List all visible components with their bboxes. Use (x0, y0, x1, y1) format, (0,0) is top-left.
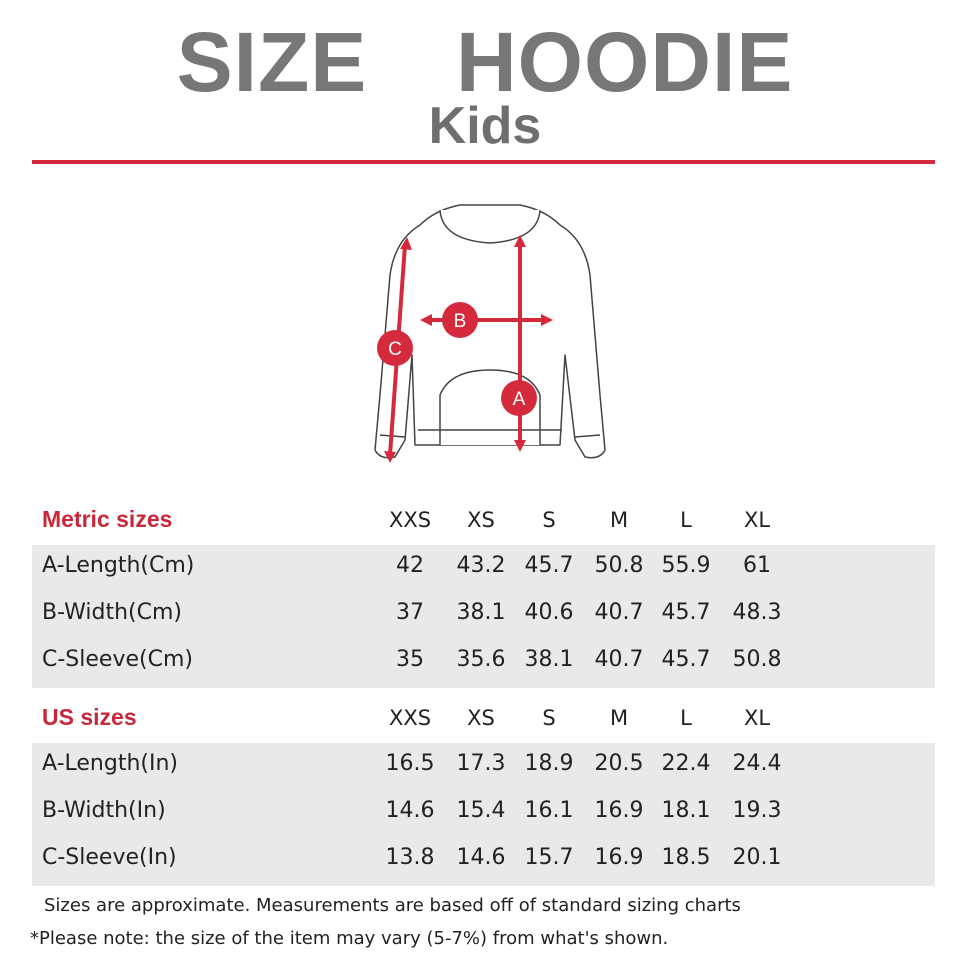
hoodie-hood (439, 209, 541, 244)
hoodie-body (374, 204, 606, 459)
table-row: A-Length(In) 16.5 17.3 18.9 20.5 22.4 24.4 (32, 743, 935, 790)
page-title: SIZE HOODIE (176, 15, 794, 109)
measurement-value: 24.4 (732, 751, 782, 776)
measurement-label: C-Sleeve(Cm) (42, 647, 193, 672)
measurement-value: 14.6 (456, 845, 506, 870)
measurement-value: 40.7 (594, 600, 644, 625)
measurement-value: 38.1 (456, 600, 506, 625)
us-size-table: A-Length(In) 16.5 17.3 18.9 20.5 22.4 24.4 B-Wi… (32, 743, 935, 886)
us-size-header: US sizes XXS XS S M L XL (32, 696, 935, 740)
measurement-value: 38.1 (524, 647, 574, 672)
table-row: A-Length(Cm) 42 43.2 45.7 50.8 55.9 61 (32, 545, 935, 592)
size-column-header: XS (467, 706, 495, 730)
measurement-value: 50.8 (594, 553, 644, 578)
measurement-value: 50.8 (732, 647, 782, 672)
size-column-header: XXS (388, 508, 432, 532)
size-column-header: L (680, 508, 692, 532)
measurement-label: B-Width(Cm) (42, 600, 183, 625)
measurement-value: 40.7 (594, 647, 644, 672)
measurement-value: 35 (396, 647, 424, 672)
hoodie-measurement-diagram: B C A (374, 204, 606, 463)
size-column-header: S (542, 706, 556, 730)
label-b-marker: B (442, 302, 478, 338)
measurement-value: 20.1 (732, 845, 782, 870)
us-section-title: US sizes (42, 704, 137, 730)
measurement-label: A-Length(Cm) (42, 553, 195, 578)
size-column-header: M (609, 508, 629, 532)
measurement-label: A-Length(In) (42, 751, 178, 776)
measurement-value: 18.1 (661, 798, 711, 823)
size-column-header: S (542, 508, 556, 532)
size-column-header: XXS (388, 706, 432, 730)
measurement-value: 43.2 (456, 553, 506, 578)
measurement-value: 15.7 (524, 845, 574, 870)
measurement-value: 17.3 (456, 751, 506, 776)
measurement-value: 18.9 (524, 751, 574, 776)
measurement-value: 16.1 (524, 798, 574, 823)
measurement-value: 35.6 (456, 647, 506, 672)
metric-size-header: Metric sizes XXS XS S M L XL (32, 498, 935, 542)
measurement-value: 18.5 (661, 845, 711, 870)
measurement-value: 22.4 (661, 751, 711, 776)
table-row: C-Sleeve(In) 13.8 14.6 15.7 16.9 18.5 20.1 (32, 837, 935, 884)
svg-text:A: A (513, 389, 526, 410)
measurement-value: 15.4 (456, 798, 506, 823)
measurement-value: 45.7 (661, 600, 711, 625)
size-column-header: L (680, 706, 692, 730)
size-column-header: XL (743, 706, 771, 730)
measurement-value: 14.6 (385, 798, 435, 823)
measurement-value: 13.8 (385, 845, 435, 870)
label-a-marker: A (501, 380, 537, 416)
measurement-value: 45.7 (661, 647, 711, 672)
measurement-value: 61 (743, 553, 771, 578)
measurement-value: 16.5 (385, 751, 435, 776)
table-row: B-Width(Cm) 37 38.1 40.6 40.7 45.7 48.3 (32, 592, 935, 639)
measurement-value: 48.3 (732, 600, 782, 625)
size-column-header: M (609, 706, 629, 730)
measurement-label: B-Width(In) (42, 798, 166, 823)
measurement-value: 37 (396, 600, 424, 625)
approximate-note: Sizes are approximate. Measurements are … (44, 895, 741, 916)
measurement-value: 40.6 (524, 600, 574, 625)
variance-note: *Please note: the size of the item may v… (30, 928, 669, 949)
measurement-value: 16.9 (594, 798, 644, 823)
measurement-label: C-Sleeve(In) (42, 845, 177, 870)
measurement-value: 42 (396, 553, 424, 578)
title-divider (32, 160, 935, 164)
size-column-header: XL (743, 508, 771, 532)
table-row: C-Sleeve(Cm) 35 35.6 38.1 40.7 45.7 50.8 (32, 639, 935, 686)
metric-size-table: A-Length(Cm) 42 43.2 45.7 50.8 55.9 61 B-Width(… (32, 545, 935, 688)
page-subtitle: Kids (428, 97, 542, 155)
svg-text:C: C (388, 339, 402, 360)
measurement-value: 55.9 (661, 553, 711, 578)
measurement-value: 19.3 (732, 798, 782, 823)
measurement-value: 45.7 (524, 553, 574, 578)
label-c-marker: C (377, 330, 413, 366)
table-row: B-Width(In) 14.6 15.4 16.1 16.9 18.1 19.3 (32, 790, 935, 837)
metric-section-title: Metric sizes (42, 506, 173, 532)
svg-text:B: B (454, 311, 467, 332)
size-column-header: XS (467, 508, 495, 532)
measurement-value: 20.5 (594, 751, 644, 776)
measurement-value: 16.9 (594, 845, 644, 870)
